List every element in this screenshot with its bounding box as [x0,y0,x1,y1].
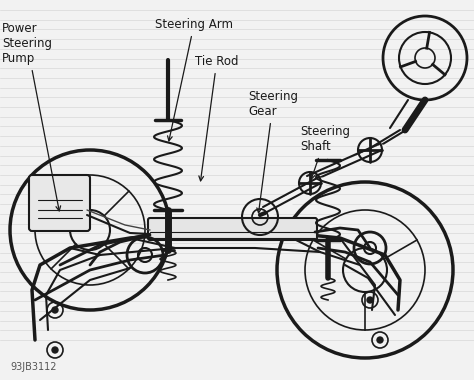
Text: Power
Steering
Pump: Power Steering Pump [2,22,61,211]
Text: Tie Rod: Tie Rod [195,55,238,181]
Text: Steering Arm: Steering Arm [155,18,233,141]
Circle shape [52,347,58,353]
Circle shape [377,337,383,343]
Circle shape [52,307,58,313]
Text: 93JB3112: 93JB3112 [10,362,56,372]
FancyBboxPatch shape [148,218,317,240]
Circle shape [367,297,373,303]
Text: Steering
Gear: Steering Gear [248,90,298,213]
Text: Steering
Shaft: Steering Shaft [300,125,350,179]
FancyBboxPatch shape [29,175,90,231]
